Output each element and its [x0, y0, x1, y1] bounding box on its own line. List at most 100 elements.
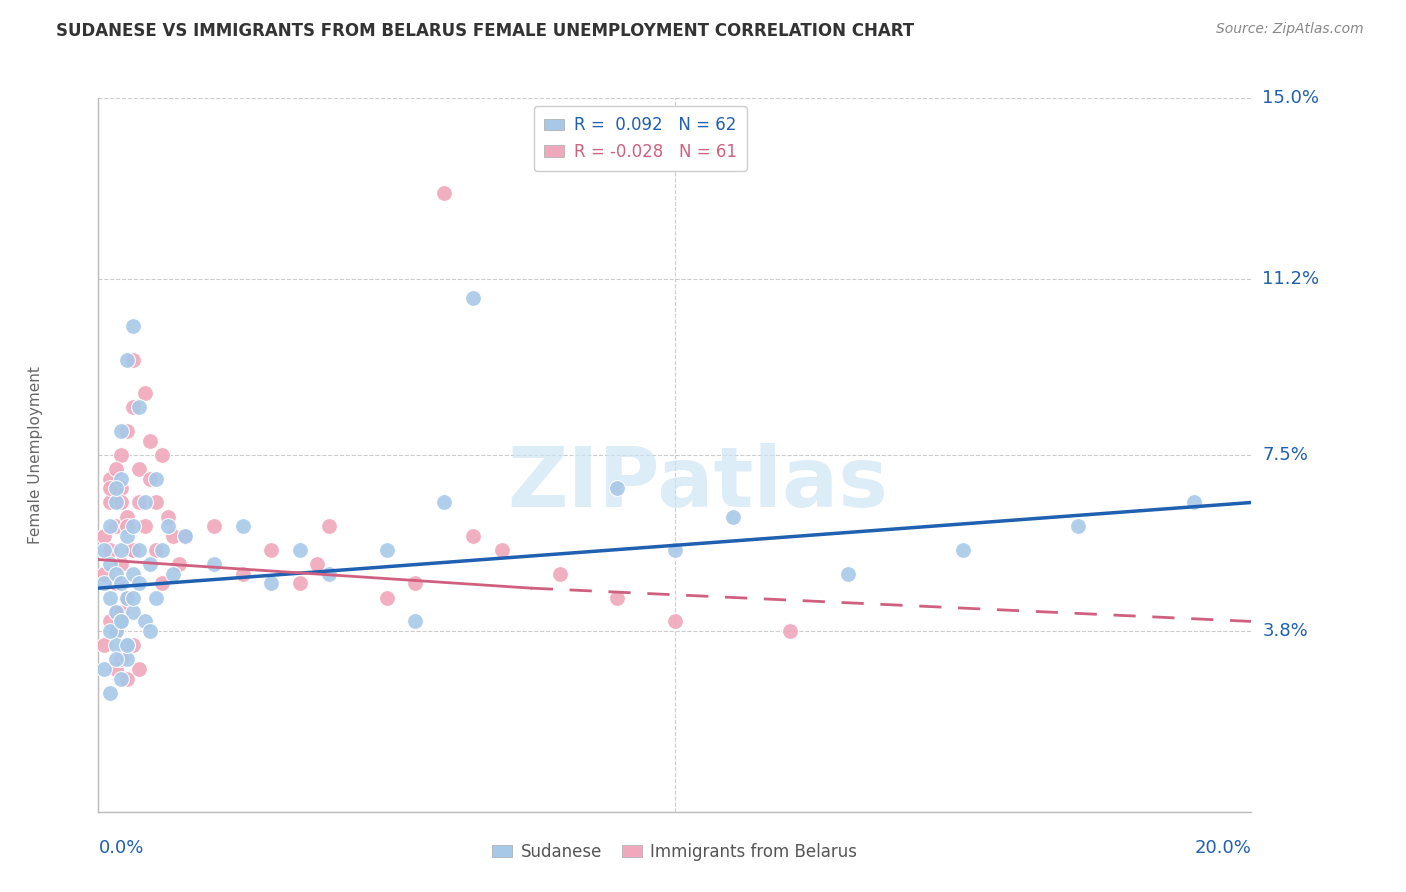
Point — [606, 481, 628, 495]
Point — [93, 566, 115, 581]
Point — [1182, 495, 1205, 509]
Point — [110, 448, 132, 462]
Point — [202, 558, 225, 572]
Point — [117, 591, 138, 605]
Point — [202, 519, 225, 533]
Text: SUDANESE VS IMMIGRANTS FROM BELARUS FEMALE UNEMPLOYMENT CORRELATION CHART: SUDANESE VS IMMIGRANTS FROM BELARUS FEMA… — [56, 22, 914, 40]
Point — [375, 591, 398, 605]
Point — [104, 605, 127, 619]
Point — [122, 638, 145, 652]
Point — [122, 519, 145, 533]
Point — [110, 605, 132, 619]
Point — [110, 543, 132, 558]
Point — [110, 481, 132, 495]
Point — [548, 566, 571, 581]
Point — [98, 481, 121, 495]
Point — [117, 652, 138, 666]
Point — [104, 662, 127, 676]
Point — [122, 591, 145, 605]
Point — [117, 672, 138, 686]
Point — [461, 291, 484, 305]
Point — [162, 529, 184, 543]
Point — [104, 624, 127, 638]
Point — [721, 509, 744, 524]
Point — [150, 576, 173, 591]
Point — [117, 638, 138, 652]
Text: 0.0%: 0.0% — [98, 839, 143, 857]
Point — [122, 401, 145, 415]
Point — [104, 624, 127, 638]
Point — [156, 509, 179, 524]
Point — [134, 495, 156, 509]
Point — [145, 472, 167, 486]
Point — [98, 615, 121, 629]
Point — [98, 686, 121, 700]
Point — [139, 558, 162, 572]
Point — [110, 558, 132, 572]
Point — [461, 529, 484, 543]
Point — [110, 424, 132, 438]
Point — [952, 543, 974, 558]
Point — [174, 529, 197, 543]
Point — [93, 529, 115, 543]
Point — [122, 543, 145, 558]
Point — [110, 672, 132, 686]
Point — [104, 495, 127, 509]
Point — [145, 495, 167, 509]
Point — [117, 638, 138, 652]
Point — [104, 576, 127, 591]
Point — [167, 558, 190, 572]
Point — [128, 495, 150, 509]
Point — [93, 543, 115, 558]
Point — [104, 462, 127, 476]
Point — [491, 543, 513, 558]
Point — [318, 566, 340, 581]
Point — [606, 591, 628, 605]
Point — [128, 576, 150, 591]
Point — [128, 662, 150, 676]
Point — [433, 186, 456, 201]
Point — [104, 652, 127, 666]
Point — [98, 543, 121, 558]
Point — [128, 543, 150, 558]
Point — [104, 566, 127, 581]
Point — [375, 543, 398, 558]
Point — [433, 495, 456, 509]
Point — [110, 472, 132, 486]
Point — [260, 543, 283, 558]
Point — [98, 558, 121, 572]
Point — [139, 472, 162, 486]
Point — [162, 566, 184, 581]
Point — [122, 352, 145, 367]
Point — [405, 615, 427, 629]
Point — [837, 566, 859, 581]
Text: Source: ZipAtlas.com: Source: ZipAtlas.com — [1216, 22, 1364, 37]
Point — [104, 605, 127, 619]
Point — [174, 529, 197, 543]
Point — [110, 495, 132, 509]
Point — [405, 576, 427, 591]
Point — [128, 462, 150, 476]
Point — [290, 543, 312, 558]
Point — [145, 543, 167, 558]
Point — [134, 615, 156, 629]
Point — [260, 576, 283, 591]
Point — [98, 519, 121, 533]
Point — [145, 591, 167, 605]
Text: 15.0%: 15.0% — [1263, 89, 1319, 107]
Point — [307, 558, 329, 572]
Point — [104, 638, 127, 652]
Text: 20.0%: 20.0% — [1195, 839, 1251, 857]
Point — [128, 401, 150, 415]
Point — [117, 424, 138, 438]
Point — [104, 481, 127, 495]
Point — [231, 519, 254, 533]
Point — [156, 519, 179, 533]
Point — [122, 543, 145, 558]
Point — [98, 624, 121, 638]
Point — [290, 576, 312, 591]
Point — [134, 519, 156, 533]
Text: 7.5%: 7.5% — [1263, 446, 1309, 464]
Point — [150, 448, 173, 462]
Point — [104, 519, 127, 533]
